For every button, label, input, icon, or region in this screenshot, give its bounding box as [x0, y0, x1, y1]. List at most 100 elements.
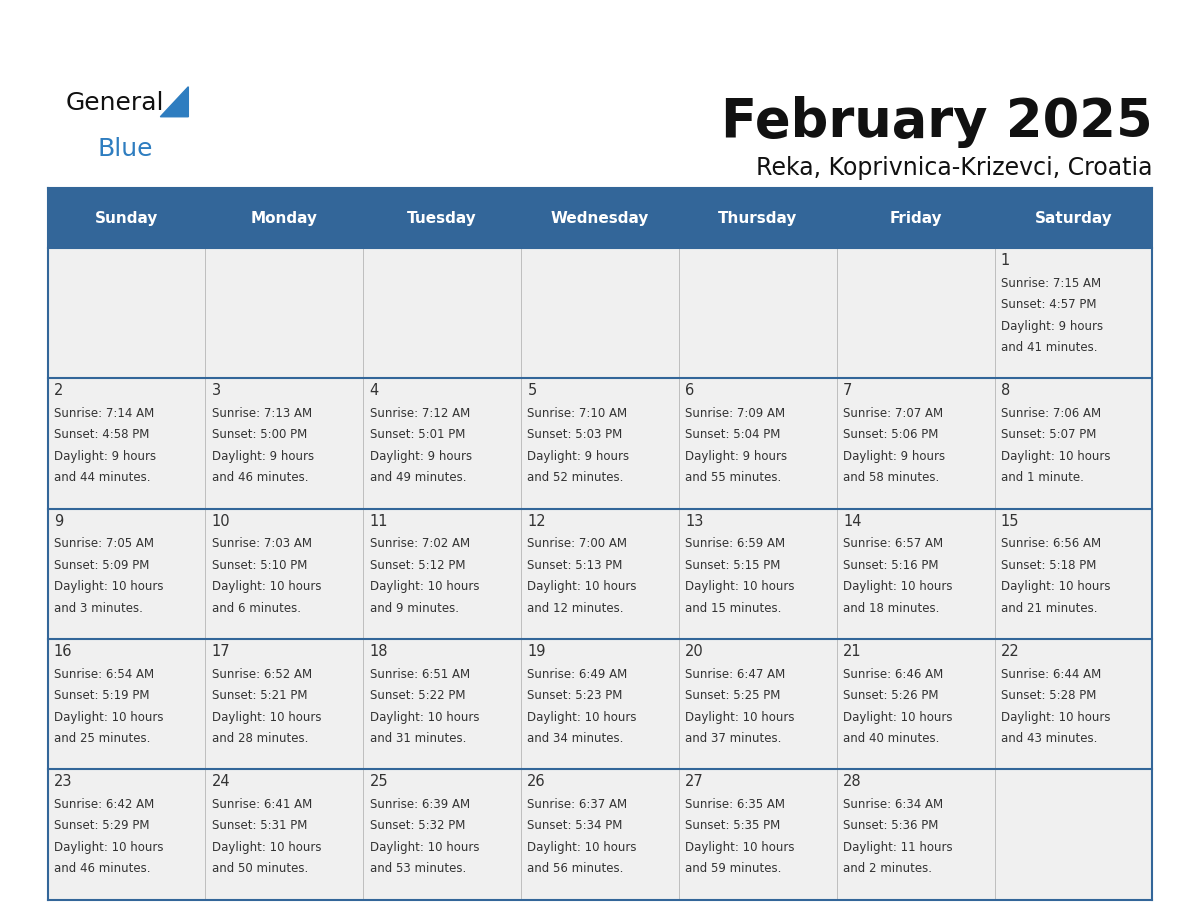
- Text: Daylight: 10 hours: Daylight: 10 hours: [527, 841, 637, 854]
- Text: Sunset: 5:29 PM: Sunset: 5:29 PM: [53, 820, 150, 833]
- Bar: [678, 509, 836, 639]
- Text: Sunset: 5:06 PM: Sunset: 5:06 PM: [843, 429, 939, 442]
- Text: 14: 14: [843, 514, 861, 529]
- Text: Sunrise: 7:12 AM: Sunrise: 7:12 AM: [369, 407, 469, 420]
- Bar: [994, 248, 1152, 378]
- Text: and 31 minutes.: and 31 minutes.: [369, 733, 466, 745]
- Bar: [364, 769, 522, 900]
- Text: Sunset: 5:35 PM: Sunset: 5:35 PM: [685, 820, 781, 833]
- Text: 24: 24: [211, 775, 230, 789]
- Bar: [206, 378, 364, 509]
- Text: Sunset: 5:28 PM: Sunset: 5:28 PM: [1000, 689, 1097, 702]
- Text: Sunrise: 6:56 AM: Sunrise: 6:56 AM: [1000, 537, 1101, 550]
- Text: Sunset: 5:13 PM: Sunset: 5:13 PM: [527, 559, 623, 572]
- Text: and 3 minutes.: and 3 minutes.: [53, 602, 143, 615]
- Text: Daylight: 10 hours: Daylight: 10 hours: [685, 841, 795, 854]
- Text: Sunrise: 7:15 AM: Sunrise: 7:15 AM: [1000, 276, 1101, 289]
- Text: 21: 21: [843, 644, 861, 659]
- Text: 19: 19: [527, 644, 545, 659]
- Text: 12: 12: [527, 514, 546, 529]
- Text: Sunset: 5:10 PM: Sunset: 5:10 PM: [211, 559, 307, 572]
- Text: Sunrise: 7:00 AM: Sunrise: 7:00 AM: [527, 537, 627, 550]
- Text: Friday: Friday: [890, 210, 942, 226]
- Text: Sunset: 5:21 PM: Sunset: 5:21 PM: [211, 689, 308, 702]
- Bar: [994, 509, 1152, 639]
- Text: Daylight: 10 hours: Daylight: 10 hours: [843, 711, 953, 723]
- Text: Sunrise: 7:06 AM: Sunrise: 7:06 AM: [1000, 407, 1101, 420]
- Text: Daylight: 9 hours: Daylight: 9 hours: [1000, 319, 1102, 332]
- Text: and 41 minutes.: and 41 minutes.: [1000, 341, 1098, 354]
- Text: Sunrise: 6:37 AM: Sunrise: 6:37 AM: [527, 798, 627, 811]
- Text: Daylight: 9 hours: Daylight: 9 hours: [211, 450, 314, 463]
- Text: Sunrise: 6:49 AM: Sunrise: 6:49 AM: [527, 667, 627, 680]
- Text: and 1 minute.: and 1 minute.: [1000, 472, 1083, 485]
- Bar: [48, 378, 206, 509]
- Bar: [836, 639, 994, 769]
- Text: Sunrise: 7:09 AM: Sunrise: 7:09 AM: [685, 407, 785, 420]
- Bar: [836, 509, 994, 639]
- Bar: [522, 378, 678, 509]
- Bar: [522, 509, 678, 639]
- Text: Sunrise: 7:02 AM: Sunrise: 7:02 AM: [369, 537, 469, 550]
- Text: Daylight: 10 hours: Daylight: 10 hours: [211, 711, 321, 723]
- Text: Daylight: 10 hours: Daylight: 10 hours: [1000, 450, 1111, 463]
- Text: 5: 5: [527, 384, 537, 398]
- Text: Daylight: 9 hours: Daylight: 9 hours: [527, 450, 630, 463]
- Bar: [678, 639, 836, 769]
- Text: and 52 minutes.: and 52 minutes.: [527, 472, 624, 485]
- Text: 28: 28: [843, 775, 861, 789]
- Text: and 2 minutes.: and 2 minutes.: [843, 863, 933, 876]
- Text: Sunset: 5:25 PM: Sunset: 5:25 PM: [685, 689, 781, 702]
- Text: Sunrise: 6:47 AM: Sunrise: 6:47 AM: [685, 667, 785, 680]
- Text: Sunrise: 6:34 AM: Sunrise: 6:34 AM: [843, 798, 943, 811]
- Text: and 49 minutes.: and 49 minutes.: [369, 472, 466, 485]
- Text: 16: 16: [53, 644, 72, 659]
- Bar: [364, 378, 522, 509]
- Text: Daylight: 10 hours: Daylight: 10 hours: [53, 711, 163, 723]
- Bar: [206, 509, 364, 639]
- Text: Sunrise: 6:52 AM: Sunrise: 6:52 AM: [211, 667, 311, 680]
- Text: 7: 7: [843, 384, 852, 398]
- Text: Sunset: 5:18 PM: Sunset: 5:18 PM: [1000, 559, 1097, 572]
- Text: and 34 minutes.: and 34 minutes.: [527, 733, 624, 745]
- Text: Sunset: 5:12 PM: Sunset: 5:12 PM: [369, 559, 465, 572]
- Text: Sunrise: 7:03 AM: Sunrise: 7:03 AM: [211, 537, 311, 550]
- Text: 26: 26: [527, 775, 546, 789]
- Bar: [994, 769, 1152, 900]
- Text: Daylight: 10 hours: Daylight: 10 hours: [1000, 711, 1111, 723]
- Text: Sunset: 4:58 PM: Sunset: 4:58 PM: [53, 429, 150, 442]
- Text: 25: 25: [369, 775, 388, 789]
- Text: Saturday: Saturday: [1035, 210, 1112, 226]
- Polygon shape: [160, 86, 189, 117]
- Text: 6: 6: [685, 384, 695, 398]
- Text: Daylight: 10 hours: Daylight: 10 hours: [843, 580, 953, 593]
- Bar: [206, 639, 364, 769]
- Text: Sunset: 5:00 PM: Sunset: 5:00 PM: [211, 429, 307, 442]
- Text: 20: 20: [685, 644, 704, 659]
- Text: Sunday: Sunday: [95, 210, 158, 226]
- Text: Daylight: 10 hours: Daylight: 10 hours: [685, 580, 795, 593]
- Text: Daylight: 10 hours: Daylight: 10 hours: [211, 580, 321, 593]
- Text: Sunrise: 6:35 AM: Sunrise: 6:35 AM: [685, 798, 785, 811]
- Text: Daylight: 10 hours: Daylight: 10 hours: [527, 711, 637, 723]
- Text: and 55 minutes.: and 55 minutes.: [685, 472, 782, 485]
- Bar: [836, 248, 994, 378]
- Text: Daylight: 10 hours: Daylight: 10 hours: [369, 580, 479, 593]
- Text: Daylight: 10 hours: Daylight: 10 hours: [53, 841, 163, 854]
- Bar: [678, 769, 836, 900]
- Text: and 50 minutes.: and 50 minutes.: [211, 863, 308, 876]
- Text: 23: 23: [53, 775, 72, 789]
- Text: 2: 2: [53, 384, 63, 398]
- Text: Sunrise: 6:57 AM: Sunrise: 6:57 AM: [843, 537, 943, 550]
- Text: and 56 minutes.: and 56 minutes.: [527, 863, 624, 876]
- Text: 22: 22: [1000, 644, 1019, 659]
- Text: Sunset: 5:36 PM: Sunset: 5:36 PM: [843, 820, 939, 833]
- Bar: [522, 639, 678, 769]
- Text: and 46 minutes.: and 46 minutes.: [53, 863, 151, 876]
- Bar: [48, 509, 206, 639]
- Text: and 6 minutes.: and 6 minutes.: [211, 602, 301, 615]
- Text: and 37 minutes.: and 37 minutes.: [685, 733, 782, 745]
- Bar: [994, 378, 1152, 509]
- Text: Daylight: 10 hours: Daylight: 10 hours: [685, 711, 795, 723]
- Text: Daylight: 9 hours: Daylight: 9 hours: [369, 450, 472, 463]
